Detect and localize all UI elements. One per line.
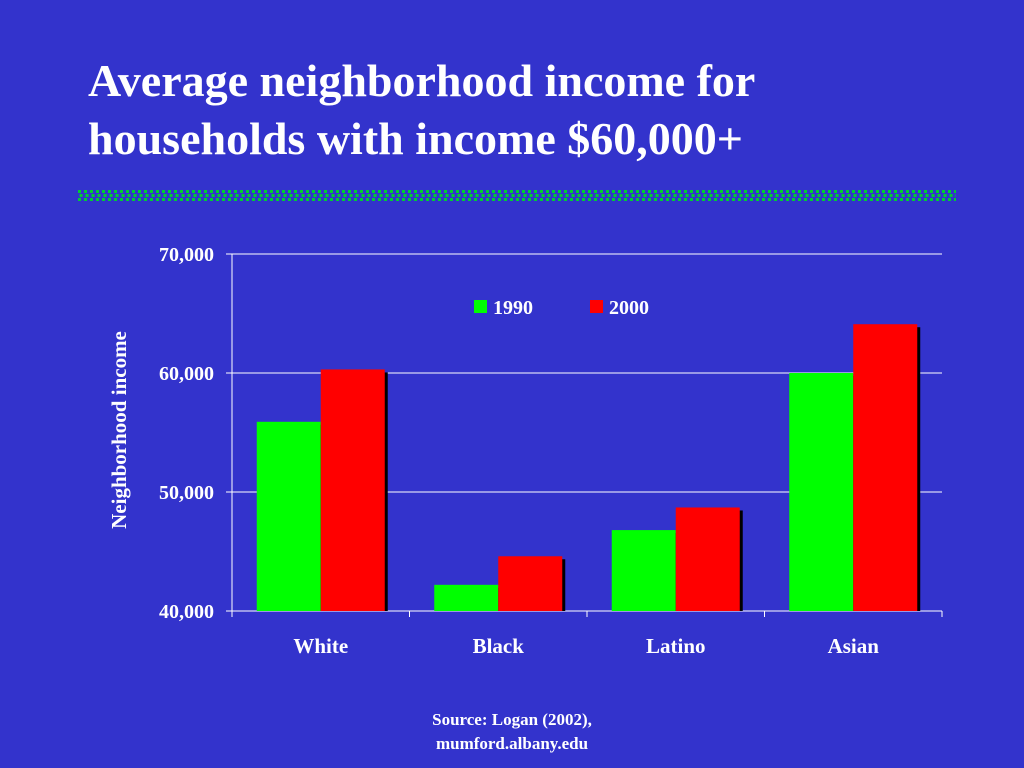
bar-2000-white (320, 369, 385, 611)
legend-swatch-1990 (474, 300, 487, 313)
bar-1990-asian (789, 373, 854, 611)
bar-2000-asian (853, 324, 918, 611)
y-axis-label: Neighborhood income (107, 331, 131, 529)
bar-1990-black (434, 584, 499, 611)
title-divider (78, 190, 956, 202)
y-tick-label: 40,000 (159, 601, 214, 623)
y-tick-label: 60,000 (159, 363, 214, 385)
bar-1990-latino (611, 530, 676, 611)
x-tick-label: Black (473, 634, 525, 658)
source-line-2: mumford.albany.edu (435, 734, 589, 753)
y-tick-label: 70,000 (159, 244, 214, 266)
bar-chart: 40,000 50,000 60,000 70,000 White Black Latino… (107, 244, 943, 658)
x-tick-label: Asian (828, 634, 880, 658)
legend-swatch-2000 (590, 300, 603, 313)
x-tick-label: White (293, 634, 348, 658)
legend-label-2000: 2000 (609, 297, 649, 319)
bar-2000-black (498, 556, 563, 611)
slide-title-line-2: households with income $60,000+ (88, 113, 743, 164)
slide-title: Average neighborhood income for househol… (88, 52, 968, 168)
bar-1990-white (256, 421, 321, 611)
slide-title-line-1: Average neighborhood income for (88, 55, 756, 106)
source-note: Source: Logan (2002), mumford.albany.edu (0, 708, 1024, 756)
x-tick-label: Latino (646, 634, 706, 658)
y-tick-label: 50,000 (159, 482, 214, 504)
bar-2000-latino (675, 507, 740, 611)
legend-label-1990: 1990 (493, 297, 533, 319)
source-line-1: Source: Logan (2002), (432, 710, 592, 729)
